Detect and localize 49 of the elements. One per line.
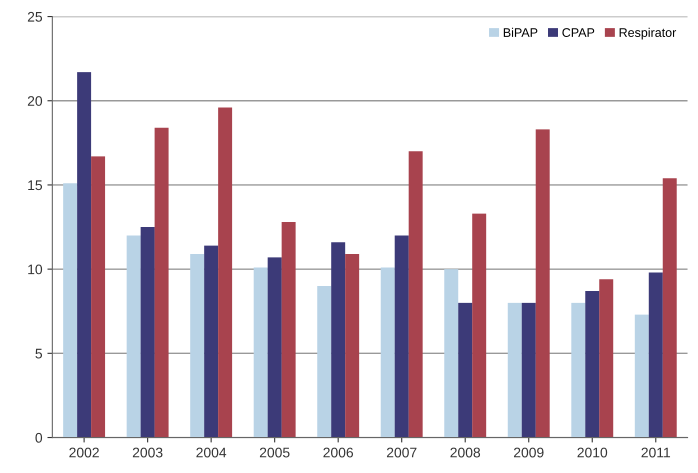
bar [472,214,486,438]
bar [140,227,155,438]
x-tick-label: 2004 [196,448,226,458]
bar [126,235,141,438]
bar [317,286,332,438]
x-tick-label: 2009 [514,448,544,458]
bar [458,302,472,438]
bar [536,129,550,438]
bar [508,302,522,438]
bar [662,178,677,438]
y-tick-label: 5 [35,348,42,358]
y-tick-label: 25 [28,12,42,22]
x-tick-label: 2006 [323,448,354,458]
bar [634,314,649,438]
y-tick-label: 10 [28,264,42,274]
bar [599,279,614,438]
bar [408,151,423,438]
bar [380,267,395,438]
x-tick-label: 2011 [642,448,670,458]
x-tick-label: 2010 [578,448,608,458]
x-tick-label: 2003 [132,448,162,458]
bar [218,107,232,438]
bar [254,267,268,438]
x-tick-label: 2005 [260,448,290,458]
bar [190,254,204,438]
y-tick-label: 0 [35,432,42,443]
bar [204,246,218,438]
bar [444,269,458,438]
legend-label: Respirator [620,28,676,40]
bar [522,302,536,438]
y-tick-label: 15 [28,180,42,190]
bar [91,156,106,438]
bar [571,302,586,438]
bar [585,291,600,438]
x-tick-label: 2007 [386,448,416,458]
bar [63,183,78,438]
x-tick-label: 2002 [69,448,99,458]
bar [282,222,296,438]
bar [394,235,409,438]
y-tick-label: 20 [28,96,42,106]
bar [154,128,169,438]
legend-label: CPAP [562,28,594,37]
bar [331,242,346,438]
x-tick-label: 2008 [450,448,480,458]
bar [77,72,92,438]
bar [268,257,282,438]
bar [345,254,360,438]
legend-label: BiPAP [504,28,538,37]
bar [648,272,663,438]
